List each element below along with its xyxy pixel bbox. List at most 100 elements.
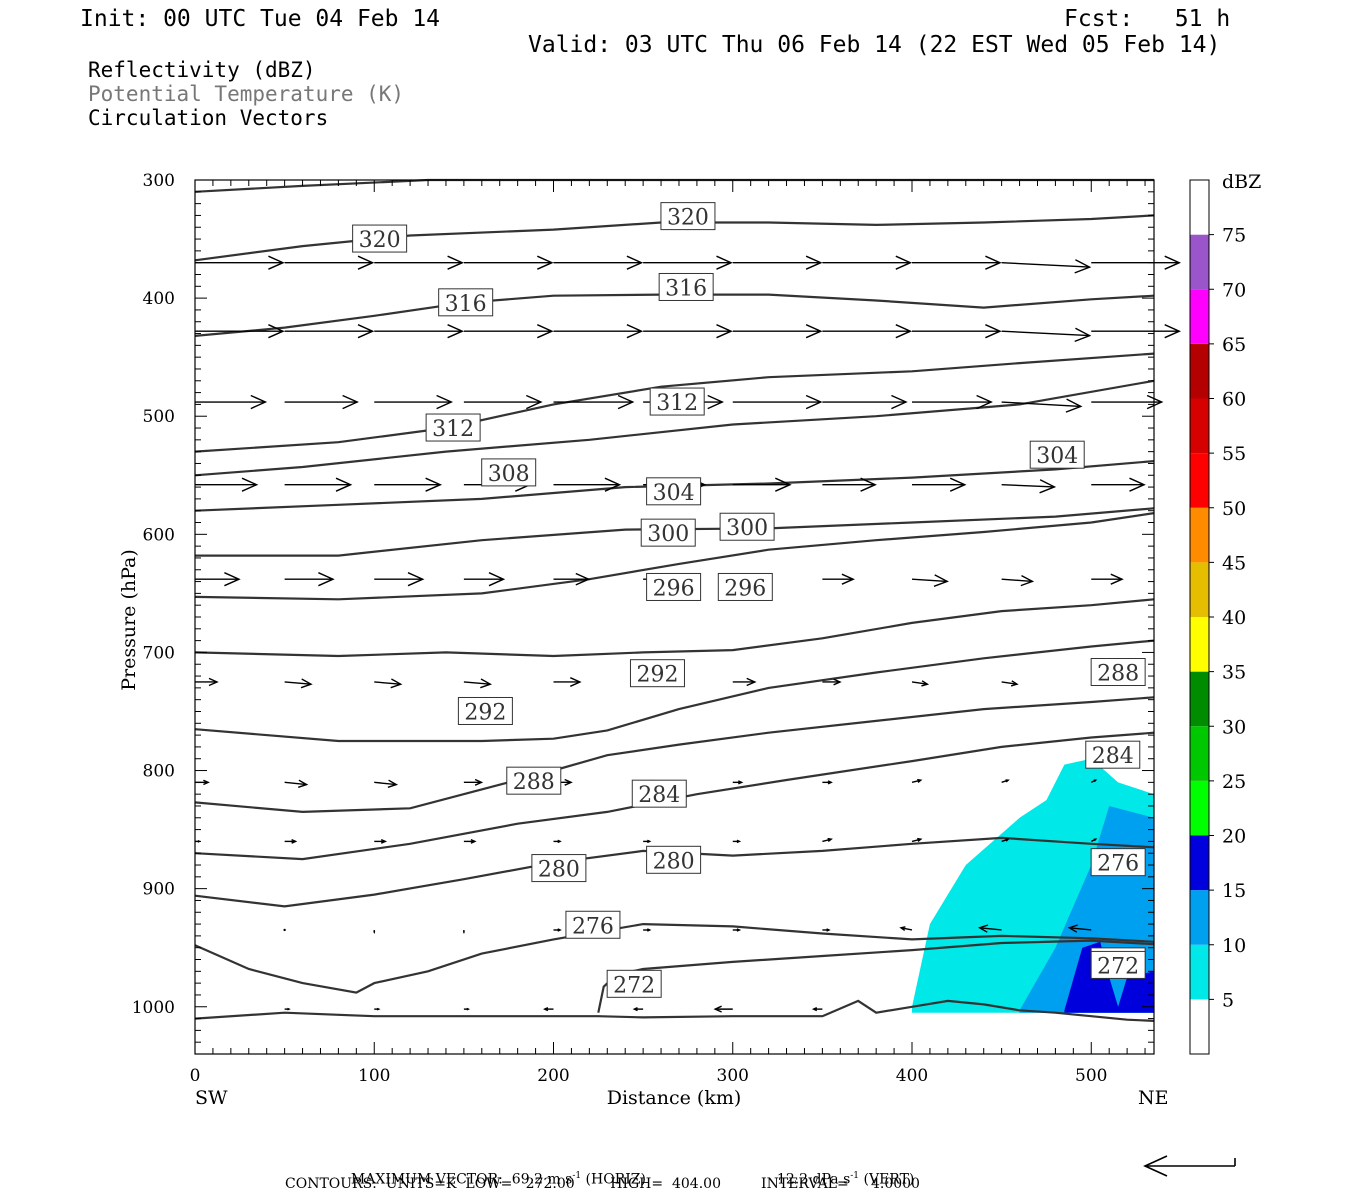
vector-shaft <box>1001 484 1055 488</box>
vector-head <box>376 1007 381 1011</box>
theta-contour-300 <box>194 512 1155 601</box>
contour-label: 304 <box>653 481 695 506</box>
x-tick-label: 100 <box>358 1066 390 1086</box>
vector-head <box>526 394 543 410</box>
colorbar-box <box>1190 671 1209 727</box>
vector-shaft <box>1001 681 1018 685</box>
vector-head <box>707 394 725 410</box>
vector-head <box>647 928 652 932</box>
contour-label: 284 <box>1092 744 1134 769</box>
vector-head <box>604 477 622 492</box>
vector-head <box>632 1007 638 1012</box>
vector-head <box>291 838 298 844</box>
x-tick-label: 200 <box>537 1066 569 1086</box>
colorbar-box <box>1190 890 1209 945</box>
contour-label-box <box>646 845 702 874</box>
contour-label-box <box>717 572 773 601</box>
valid-time: Valid: 03 UTC Thu 06 Feb 14 (22 EST Wed … <box>528 32 1221 58</box>
vector-head <box>976 394 993 410</box>
circulation-vectors <box>195 255 1182 1013</box>
axes: 0 100 200 300 400 500 300 400 500 600 700 800 900 100… <box>132 171 1155 1086</box>
vector-head <box>1164 255 1182 270</box>
vector-head <box>775 477 792 492</box>
colorbar-box <box>1190 835 1209 891</box>
y-tick-label: 300 <box>143 171 175 191</box>
colorbar-box <box>1190 562 1209 617</box>
colorbar-box <box>1190 507 1209 563</box>
contour-label: 312 <box>432 417 474 442</box>
contour-labels: 2722722762762802802722842842882882922922… <box>352 202 1146 998</box>
colorbar-label: 50 <box>1222 498 1246 520</box>
y-tick-label: 1000 <box>132 998 175 1018</box>
vector-head <box>557 839 562 844</box>
vector-head <box>1039 479 1057 494</box>
forecast-hour: Fcst: 51 h <box>1064 6 1231 32</box>
colorbar-box <box>1190 453 1209 508</box>
x-tick-label: 0 <box>190 1066 201 1086</box>
vector-head <box>1146 394 1164 410</box>
vector-head <box>224 572 241 587</box>
contour-label-box <box>640 518 696 547</box>
legend-vectors: Circulation Vectors <box>88 106 329 130</box>
y-axis-title: Pressure (hPa) <box>118 549 140 691</box>
vector-head <box>805 255 823 270</box>
vector-head <box>335 477 353 492</box>
vector-head <box>713 1005 722 1013</box>
x-tick-label: 400 <box>896 1066 928 1086</box>
vector-head <box>826 928 831 932</box>
contour-label: 308 <box>488 462 530 487</box>
vector-head <box>899 926 906 931</box>
vector-head <box>203 779 210 786</box>
contour-label-box <box>506 766 562 795</box>
theta-contour-292 <box>194 639 1155 743</box>
x-tick-label: 300 <box>717 1066 749 1086</box>
footer-contours: CONTOURS: UNITS=K LOW= 272.00 HIGH= 404.… <box>285 1176 920 1192</box>
vector-head <box>626 324 644 339</box>
vector-head <box>357 255 375 270</box>
contour-label: 292 <box>464 700 506 725</box>
contour-label: 312 <box>656 391 698 416</box>
vector-shaft <box>1001 330 1090 337</box>
vector-head <box>841 573 855 585</box>
contour-label-box <box>629 659 685 688</box>
vector-head <box>268 255 285 270</box>
contour-label-box <box>1029 440 1085 469</box>
vector-shaft <box>979 927 1002 931</box>
contour-label-box <box>649 387 705 416</box>
legend-theta: Potential Temperature (K) <box>88 82 405 106</box>
vector-head <box>1067 924 1078 933</box>
vector-head <box>387 779 399 788</box>
contour-label-box <box>481 458 537 487</box>
theta-contour-300 <box>195 507 1155 557</box>
contour-label-box <box>631 779 687 808</box>
theta-contour-288 <box>194 696 1155 814</box>
vector-head <box>557 928 562 932</box>
theta-contour-284 <box>194 731 1155 861</box>
vector-head <box>860 477 877 492</box>
contour-label: 292 <box>636 663 678 688</box>
vector-shaft <box>900 927 913 931</box>
contour-label-box <box>660 202 716 231</box>
theta-contour-308 <box>194 379 1155 477</box>
colorbar-label: 25 <box>1222 771 1246 793</box>
y-tick-label: 900 <box>143 880 175 900</box>
contour-label: 272 <box>613 973 655 998</box>
vector-head <box>827 837 833 842</box>
y-tick-label: 400 <box>143 289 175 309</box>
max-vector-vert-tail: (VERT) <box>859 1171 915 1188</box>
vector-shaft <box>463 681 491 685</box>
vector-head <box>833 678 842 686</box>
vector-shaft <box>374 781 397 786</box>
vector-shaft <box>1001 578 1033 583</box>
vector-head <box>474 778 484 786</box>
colorbar-label: 10 <box>1222 935 1246 957</box>
colorbar-box <box>1190 780 1209 836</box>
footer-max-vector: MAXIMUM VECTOR: 69.2 m s-1 (HORIZ) <box>342 1158 646 1187</box>
vector-head <box>447 324 465 339</box>
vector-head <box>891 394 908 410</box>
vector-head <box>543 1007 549 1012</box>
max-vector-text: MAXIMUM VECTOR: 69.2 m s <box>350 1171 573 1188</box>
vector-head <box>425 477 443 492</box>
init-time: Init: 00 UTC Tue 04 Feb 14 <box>80 6 441 32</box>
vector-head <box>917 778 923 783</box>
